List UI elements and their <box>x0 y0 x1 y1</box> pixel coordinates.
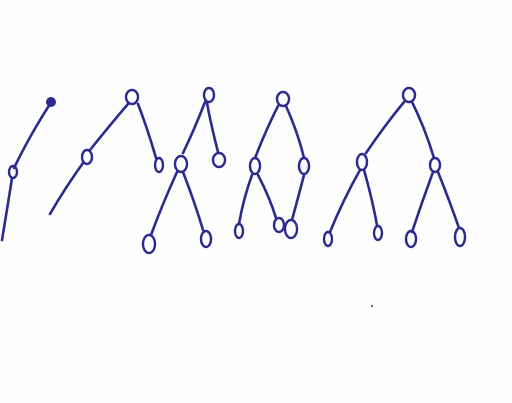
tree-1 <box>0 97 56 242</box>
tree-5-node <box>453 226 467 248</box>
tree-3-edge <box>205 101 220 154</box>
tree-5-edge <box>436 170 461 230</box>
tree-4-node <box>272 216 286 234</box>
tree-4-node <box>297 156 311 176</box>
tree-5-node <box>428 156 442 174</box>
tree-5-node <box>355 152 369 172</box>
tree-4-edge <box>237 173 254 226</box>
tree-4-edge <box>256 173 278 220</box>
tree-4-node <box>248 156 262 176</box>
tree-2 <box>48 88 165 216</box>
tree-5-edge <box>410 100 436 160</box>
tree-1-edge <box>0 176 14 242</box>
tree-5-edge <box>362 168 379 227</box>
tree-3-edge <box>181 100 207 155</box>
tree-4-edge <box>290 173 306 222</box>
tree-4 <box>233 90 311 240</box>
tree-3-edge <box>149 170 179 237</box>
tree-3-root-node <box>202 86 216 104</box>
tree-5-edge <box>328 168 362 234</box>
ink-speck <box>371 305 373 307</box>
tree-3-node <box>211 151 227 169</box>
tree-2-edge <box>88 102 130 152</box>
tree-4-edge <box>284 104 306 160</box>
tree-5-edge <box>410 170 435 234</box>
tree-1-node <box>7 164 19 180</box>
tree-5-edge <box>364 100 406 155</box>
tree-2-edge <box>48 161 85 216</box>
tree-2-node <box>80 148 94 166</box>
tree-5-node <box>322 230 334 248</box>
tree-5-root-node <box>401 86 417 104</box>
tree-2-edge <box>136 102 158 160</box>
tree-5-node <box>372 224 384 242</box>
tree-4-root-node <box>275 90 291 108</box>
tree-3-edge <box>181 170 205 232</box>
tree-5-node <box>404 229 418 249</box>
tree-1-edge <box>12 102 52 170</box>
tree-4-edge <box>253 104 280 160</box>
tree-3 <box>141 86 227 255</box>
tree-1-root-node <box>46 97 56 107</box>
tree-2-root-node <box>124 88 140 106</box>
tree-2-node <box>153 156 165 174</box>
tree-4-node <box>233 222 245 240</box>
tree-3-node <box>199 229 213 249</box>
tree-3-node <box>173 154 189 174</box>
tree-4-node <box>283 218 299 240</box>
tree-3-node <box>141 233 157 255</box>
tree-5 <box>322 86 467 249</box>
